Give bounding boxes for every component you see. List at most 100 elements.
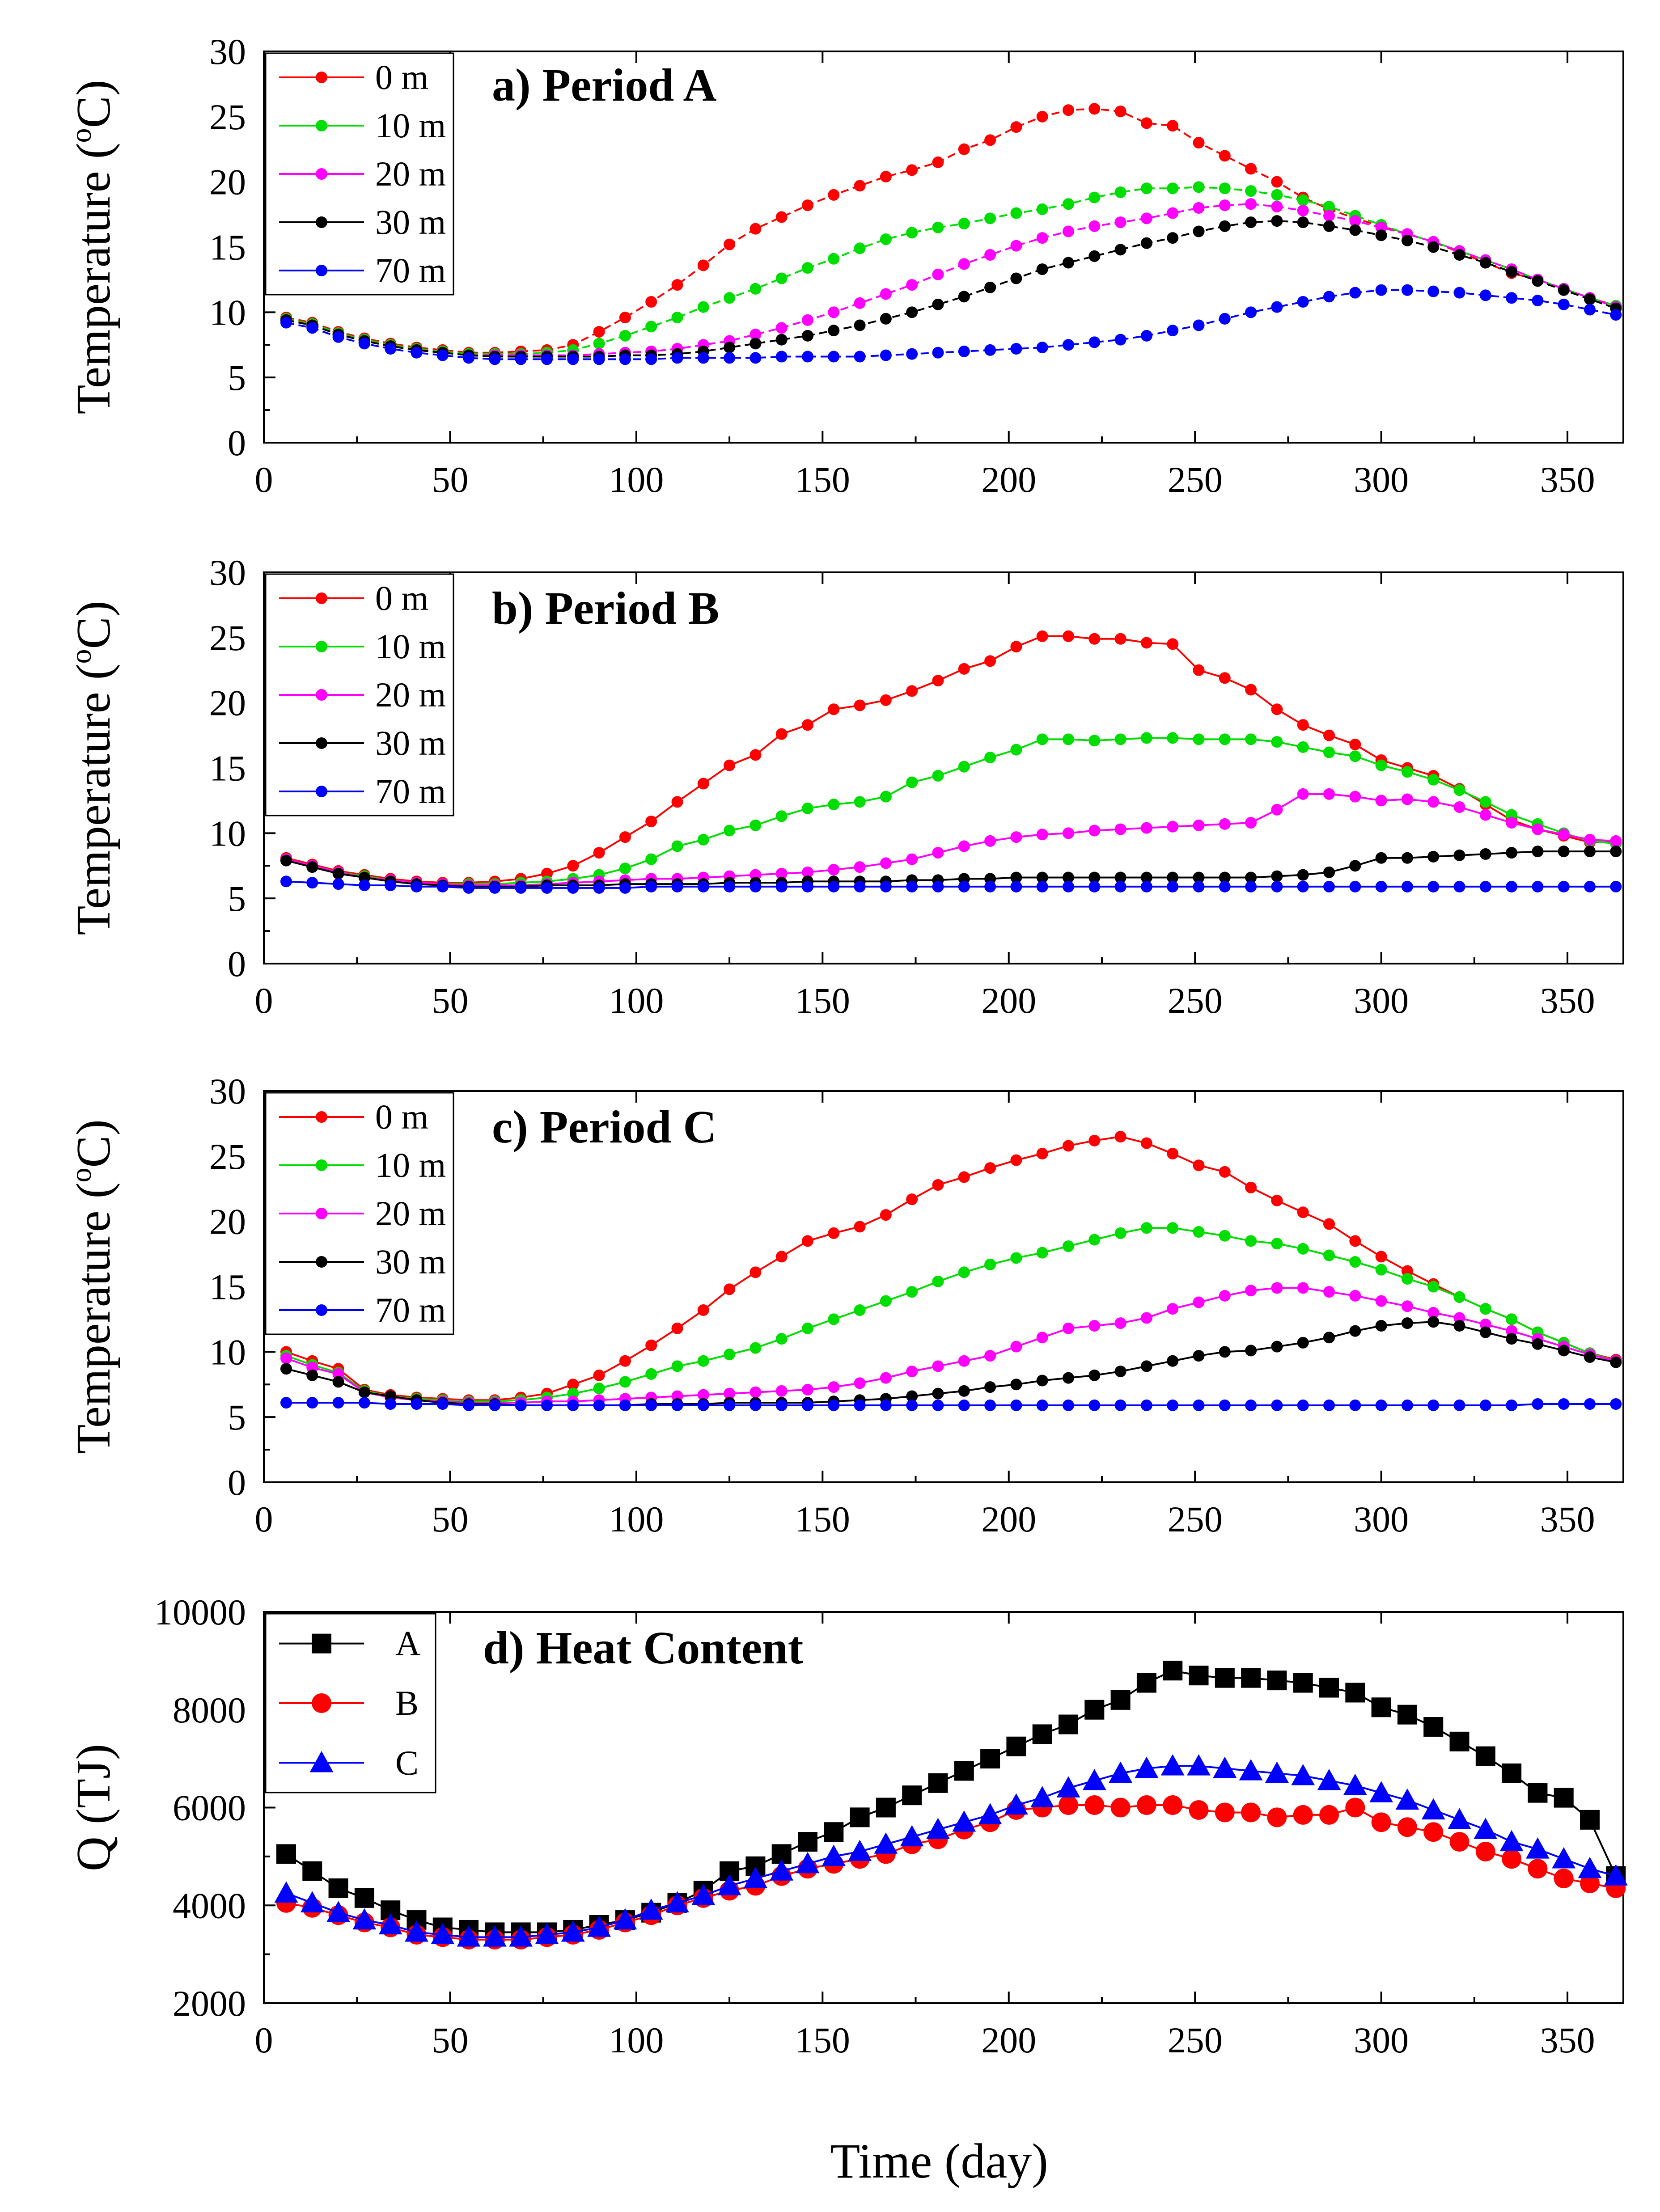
data-point — [697, 352, 709, 364]
data-point — [1297, 194, 1309, 206]
data-point — [1323, 1249, 1335, 1261]
data-point — [1114, 871, 1126, 884]
x-tick-label: 50 — [432, 980, 468, 1021]
data-point — [880, 1372, 892, 1384]
data-point — [1036, 1148, 1048, 1159]
data-point — [306, 322, 318, 334]
data-point — [1558, 846, 1570, 858]
x-tick-label: 250 — [1168, 980, 1223, 1021]
data-point — [306, 1369, 318, 1381]
data-point — [1297, 296, 1309, 308]
data-point — [431, 1923, 455, 1944]
data-point — [1532, 1398, 1544, 1410]
legend-marker — [316, 72, 327, 83]
data-point — [326, 1901, 350, 1922]
series-line — [286, 220, 1617, 358]
data-point — [958, 345, 970, 357]
data-point — [1219, 1399, 1231, 1411]
data-point — [980, 1749, 1000, 1769]
data-point — [1297, 1399, 1309, 1411]
data-point — [1219, 220, 1231, 232]
data-point — [1371, 1697, 1391, 1717]
y-axis-label: Temperature (oC) — [65, 1119, 120, 1454]
data-point — [1167, 232, 1179, 244]
data-point — [1140, 732, 1152, 744]
data-point — [880, 880, 892, 892]
data-point — [489, 1399, 501, 1411]
data-point — [802, 1322, 813, 1334]
data-point — [984, 281, 996, 293]
data-point — [567, 1379, 579, 1391]
data-point — [932, 347, 944, 359]
data-point — [1241, 1668, 1261, 1688]
data-point — [1479, 796, 1491, 808]
data-point — [984, 880, 996, 892]
data-point — [593, 1383, 605, 1394]
data-point — [1506, 847, 1518, 859]
data-point — [906, 1366, 918, 1378]
data-point — [1004, 1793, 1028, 1815]
data-point — [828, 1381, 840, 1393]
data-point — [1245, 684, 1257, 696]
data-point — [1421, 1798, 1445, 1820]
data-point — [1297, 204, 1309, 216]
data-point — [1136, 1795, 1156, 1815]
data-point — [671, 880, 683, 892]
data-point — [1114, 1399, 1126, 1411]
data-point — [1167, 871, 1179, 884]
data-point — [1449, 1832, 1469, 1852]
data-point — [802, 866, 813, 878]
data-point — [567, 882, 579, 894]
data-point — [1114, 733, 1126, 745]
data-point — [1036, 1332, 1048, 1344]
data-point — [1063, 733, 1075, 745]
data-point — [1063, 827, 1075, 839]
data-point — [750, 223, 762, 235]
data-point — [1010, 871, 1022, 884]
data-point — [906, 1286, 918, 1298]
data-point — [561, 1920, 585, 1942]
data-point — [1193, 181, 1205, 193]
data-point — [619, 1376, 631, 1388]
y-axis-label-superscript: o — [65, 649, 97, 664]
data-point — [1193, 1226, 1205, 1238]
data-point — [1193, 664, 1205, 676]
data-point — [1088, 1369, 1101, 1381]
data-point — [1245, 198, 1257, 210]
data-point — [984, 212, 996, 224]
data-point — [750, 352, 762, 364]
y-tick-label: 30 — [209, 31, 246, 72]
data-point — [593, 847, 605, 859]
data-point — [954, 1761, 974, 1781]
data-point — [1114, 633, 1126, 645]
data-point — [1323, 1332, 1335, 1344]
data-point — [958, 840, 970, 852]
data-point — [567, 353, 579, 365]
data-point — [958, 761, 970, 773]
data-point — [1189, 1800, 1209, 1820]
data-point — [958, 291, 970, 303]
data-point — [880, 694, 892, 706]
series-line — [286, 1287, 1616, 1404]
data-point — [1219, 313, 1231, 325]
y-tick-label: 15 — [209, 1267, 246, 1307]
data-point — [854, 1304, 866, 1316]
data-point — [1453, 1399, 1465, 1411]
data-point — [802, 802, 813, 814]
data-point — [880, 857, 892, 869]
legend-marker — [316, 737, 327, 749]
data-point — [1036, 1399, 1048, 1411]
data-point — [1059, 1714, 1079, 1734]
data-point — [1219, 1290, 1231, 1302]
data-point — [1219, 1230, 1231, 1242]
data-point — [613, 1908, 637, 1930]
data-point — [274, 1881, 298, 1903]
data-point — [1271, 1399, 1283, 1411]
legend-marker — [316, 216, 327, 228]
data-point — [1063, 225, 1075, 237]
data-point — [280, 1352, 292, 1364]
data-point — [1036, 110, 1048, 123]
data-point — [1375, 1295, 1387, 1307]
data-point — [1349, 860, 1361, 872]
data-point — [984, 1350, 996, 1362]
